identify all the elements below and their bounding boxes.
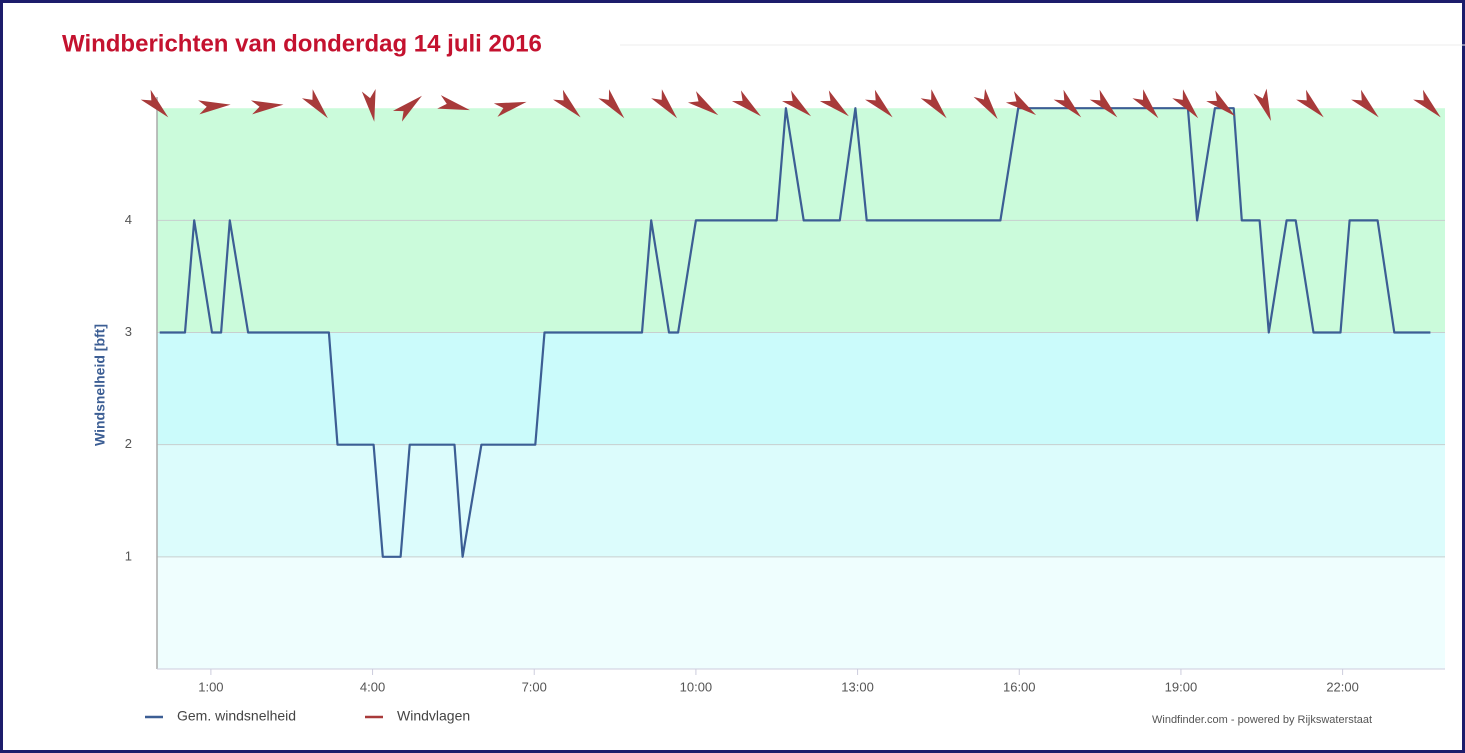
wind-arrow (782, 90, 812, 117)
wind-arrow (1172, 89, 1199, 119)
x-tick-label: 16:00 (1003, 679, 1036, 694)
wind-arrow (140, 89, 169, 118)
chart-title: Windberichten van donderdag 14 juli 2016 (62, 30, 542, 57)
wind-arrow (1206, 90, 1236, 117)
wind-arrow (865, 89, 893, 118)
wind-arrow (1253, 88, 1271, 122)
x-tick-label: 10:00 (680, 679, 713, 694)
wind-arrow (250, 100, 284, 115)
wind-arrow (687, 91, 719, 116)
wind-arrow (198, 100, 231, 115)
wind-arrow (1053, 89, 1082, 118)
wind-arrow (1351, 89, 1379, 118)
wind-arrow (598, 89, 625, 119)
wind-arrow (437, 95, 470, 111)
x-tick-label: 13:00 (841, 679, 874, 694)
wind-arrow (731, 90, 761, 117)
wind-arrow (301, 89, 328, 119)
band (157, 556, 1445, 669)
legend-label: Windvlagen (397, 708, 470, 724)
wind-arrow (819, 90, 849, 117)
y-axis-label: Windsnelheid [bft] (92, 324, 108, 446)
wind-arrow (553, 89, 581, 118)
x-tick-label: 7:00 (522, 679, 547, 694)
wind-arrow (1413, 89, 1441, 118)
y-tick-label: 2 (125, 436, 132, 451)
source: Windfinder.com - powered by Rijkswaterst… (1152, 714, 1372, 726)
y-tick-label: 3 (125, 324, 132, 339)
wind-arrow (651, 89, 678, 119)
legend-label: Gem. windsnelheid (177, 708, 296, 724)
x-tick-label: 19:00 (1165, 679, 1198, 694)
wind-arrow (973, 88, 998, 120)
wind-arrow (920, 89, 947, 119)
wind-arrow (493, 101, 527, 117)
wind-arrow (1089, 89, 1118, 118)
wind-arrow (361, 89, 376, 122)
band (157, 332, 1445, 445)
x-tick-label: 4:00 (360, 679, 385, 694)
y-tick-label: 1 (125, 548, 132, 563)
band (157, 444, 1445, 557)
x-tick-label: 22:00 (1326, 679, 1359, 694)
y-tick-label: 4 (125, 212, 132, 227)
line-series (159, 107, 1431, 558)
wind-arrow (1132, 89, 1159, 119)
wind-arrow (1296, 89, 1324, 118)
x-tick-label: 1:00 (198, 679, 223, 694)
wind-arrow (392, 95, 422, 122)
wind-arrow (1005, 91, 1037, 116)
